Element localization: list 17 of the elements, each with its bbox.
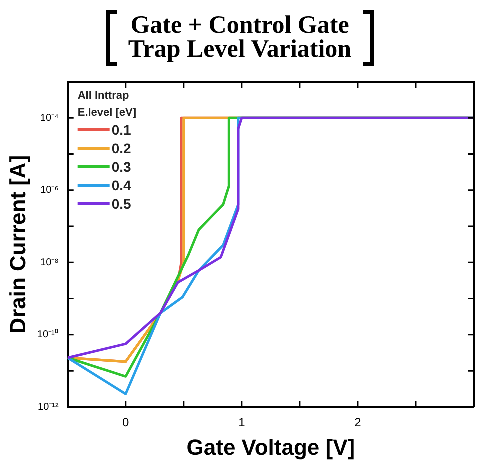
x-tick-label: 2 bbox=[354, 416, 362, 430]
legend-label: 0.4 bbox=[112, 177, 132, 194]
y-axis-title: Drain Current [A] bbox=[5, 155, 30, 334]
legend-title: All Inttrap E.level [eV] bbox=[78, 90, 137, 120]
chart-title: Gate + Control Gate Trap Level Variation bbox=[127, 12, 353, 63]
legend-label: 0.3 bbox=[112, 158, 132, 175]
legend-label: 0.2 bbox=[112, 140, 132, 156]
x-tick-label: 0 bbox=[122, 416, 130, 430]
y-tick-label: 10⁻¹² bbox=[38, 402, 60, 413]
legend-label: 0.5 bbox=[112, 196, 132, 212]
y-tick-label: 10⁻⁸ bbox=[40, 257, 59, 268]
x-axis-title: Gate Voltage [V] bbox=[186, 434, 356, 460]
legend-label: 0.1 bbox=[112, 122, 132, 138]
y-tick-label: 10⁻¹⁰ bbox=[37, 328, 59, 341]
y-tick-label: 10⁻⁴ bbox=[40, 112, 59, 124]
y-tick-label: 10⁻⁶ bbox=[40, 185, 59, 196]
x-tick-label: 1 bbox=[238, 416, 246, 430]
